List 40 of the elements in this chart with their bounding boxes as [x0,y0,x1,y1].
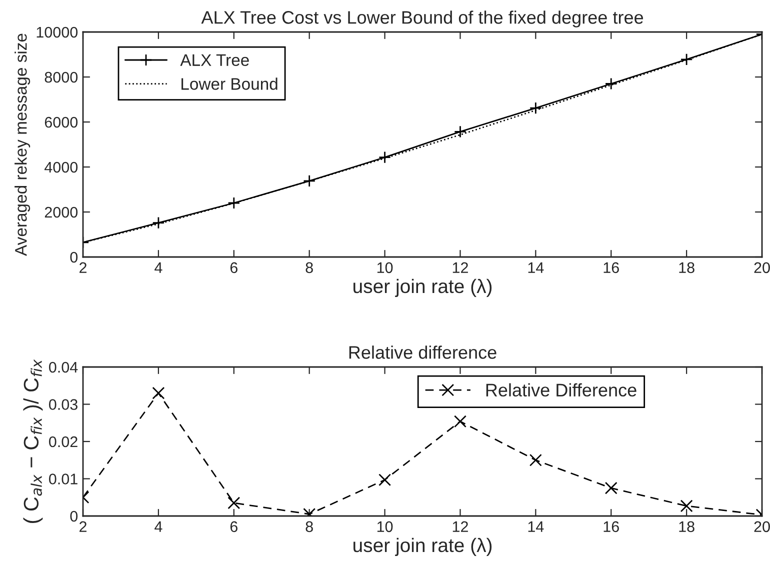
x-tick-label: 16 [604,521,619,532]
y-tick-label: 2000 [44,206,78,218]
x-tick-label: 2 [80,521,86,532]
chart-title: ALX Tree Cost vs Lower Bound of the fixed degree tree [201,10,644,28]
legend-label: Lower Bound [182,78,278,90]
x-tick-label: 4 [154,521,162,532]
x-tick-label: 14 [528,262,544,273]
y-axis-title: Averaged rekey message size [14,34,30,256]
x-tick-label: 12 [452,521,468,532]
x-tick-label: 10 [377,521,393,532]
y-tick-label: 0.01 [49,474,78,484]
y-tick-label: 0 [70,510,78,522]
y-tick-label: 8000 [44,72,78,83]
x-tick-label: 14 [528,521,544,532]
x-tick-label: 18 [679,521,694,532]
y-tick-label: 0.04 [49,362,78,373]
chart-title: Relative difference [349,346,496,359]
y-tick-label: 4000 [44,162,78,173]
x-tick-label: 8 [306,262,313,274]
x-tick-label: 2 [80,262,86,273]
x-tick-label: 8 [306,521,313,532]
y-tick-label: 0 [70,252,78,263]
x-axis-title: user join rate (λ) [354,538,492,556]
x-tick-label: 12 [452,262,468,273]
legend-label: Relative Difference [486,383,636,397]
x-tick-label: 16 [604,262,619,274]
y-tick-label: 10000 [36,26,78,38]
x-tick-label: 6 [230,521,238,532]
x-tick-label: 6 [230,262,238,274]
y-tick-label: 0.03 [49,399,78,410]
legend-label: ALX Tree [180,54,249,66]
x-tick-label: 20 [754,262,770,274]
x-tick-label: 10 [377,262,393,274]
x-axis-title: user join rate (λ) [354,278,492,298]
x-tick-label: 20 [754,521,770,532]
x-tick-label: 18 [679,262,694,274]
y-tick-label: 0.02 [49,436,78,448]
y-axis-title: ( C$_{alx}$ − C$_{fix}$ )/ C$_{fix}$ [23,359,43,524]
x-tick-label: 4 [154,262,162,273]
y-tick-label: 6000 [44,116,78,128]
